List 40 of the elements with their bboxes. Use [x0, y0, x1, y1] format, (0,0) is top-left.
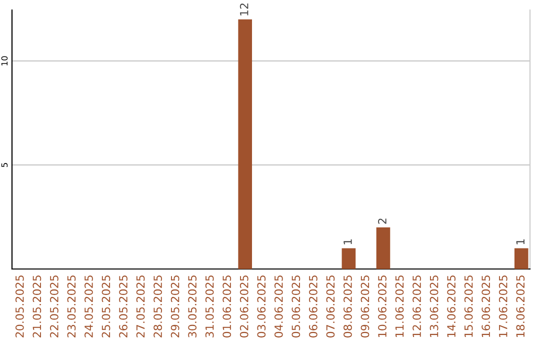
data-label: 1: [516, 239, 524, 244]
x-tick-label: 31.05.2025: [205, 276, 214, 338]
x-tick-label: 17.06.2025: [498, 276, 508, 337]
x-tick-label: 01.06.2025: [222, 276, 232, 338]
x-tick-label: 26.05.2025: [119, 276, 128, 338]
x-tick-label: 20.05.2025: [15, 276, 24, 338]
bar: [376, 227, 390, 269]
data-label: 12: [240, 4, 248, 16]
x-tick-label: 13.06.2025: [430, 276, 438, 337]
x-tick-label: 28.05.2025: [154, 276, 162, 338]
bar: [342, 248, 356, 269]
x-tick-label: 23.05.2025: [67, 276, 76, 338]
data-label: 1: [344, 239, 352, 244]
x-tick-label: 30.05.2025: [188, 276, 197, 338]
x-tick-label: 27.05.2025: [136, 276, 145, 338]
x-tick-label: 12.06.2025: [412, 276, 421, 337]
x-tick-label: 15.06.2025: [464, 276, 473, 337]
x-tick-label: 05.06.2025: [292, 276, 300, 338]
y-tick-label: 5: [1, 163, 8, 167]
y-tick-label: 10: [1, 56, 8, 66]
x-tick-label: 02.06.2025: [240, 276, 248, 338]
x-tick-label: 10.06.2025: [378, 276, 386, 337]
x-tick-label: 04.06.2025: [274, 276, 283, 338]
data-label: 2: [378, 218, 386, 224]
x-tick-label: 25.05.2025: [102, 276, 110, 338]
x-tick-label: 03.06.2025: [257, 276, 266, 338]
x-tick-label: 06.06.2025: [308, 276, 318, 338]
x-tick-label: 24.05.2025: [84, 276, 93, 338]
bar: [514, 248, 528, 269]
bar: [238, 19, 252, 269]
x-tick-label: 18.06.2025: [516, 276, 525, 337]
x-tick-label: 21.05.2025: [32, 276, 42, 338]
x-tick-label: 29.05.2025: [170, 276, 180, 338]
x-tick-label: 11.06.2025: [395, 276, 404, 337]
x-tick-label: 16.06.2025: [482, 276, 490, 337]
x-tick-label: 07.06.2025: [326, 276, 335, 338]
x-tick-label: 08.06.2025: [344, 276, 352, 338]
x-tick-label: 22.05.2025: [50, 276, 58, 338]
x-tick-label: 14.06.2025: [447, 276, 456, 337]
x-tick-label: 09.06.2025: [360, 276, 370, 338]
